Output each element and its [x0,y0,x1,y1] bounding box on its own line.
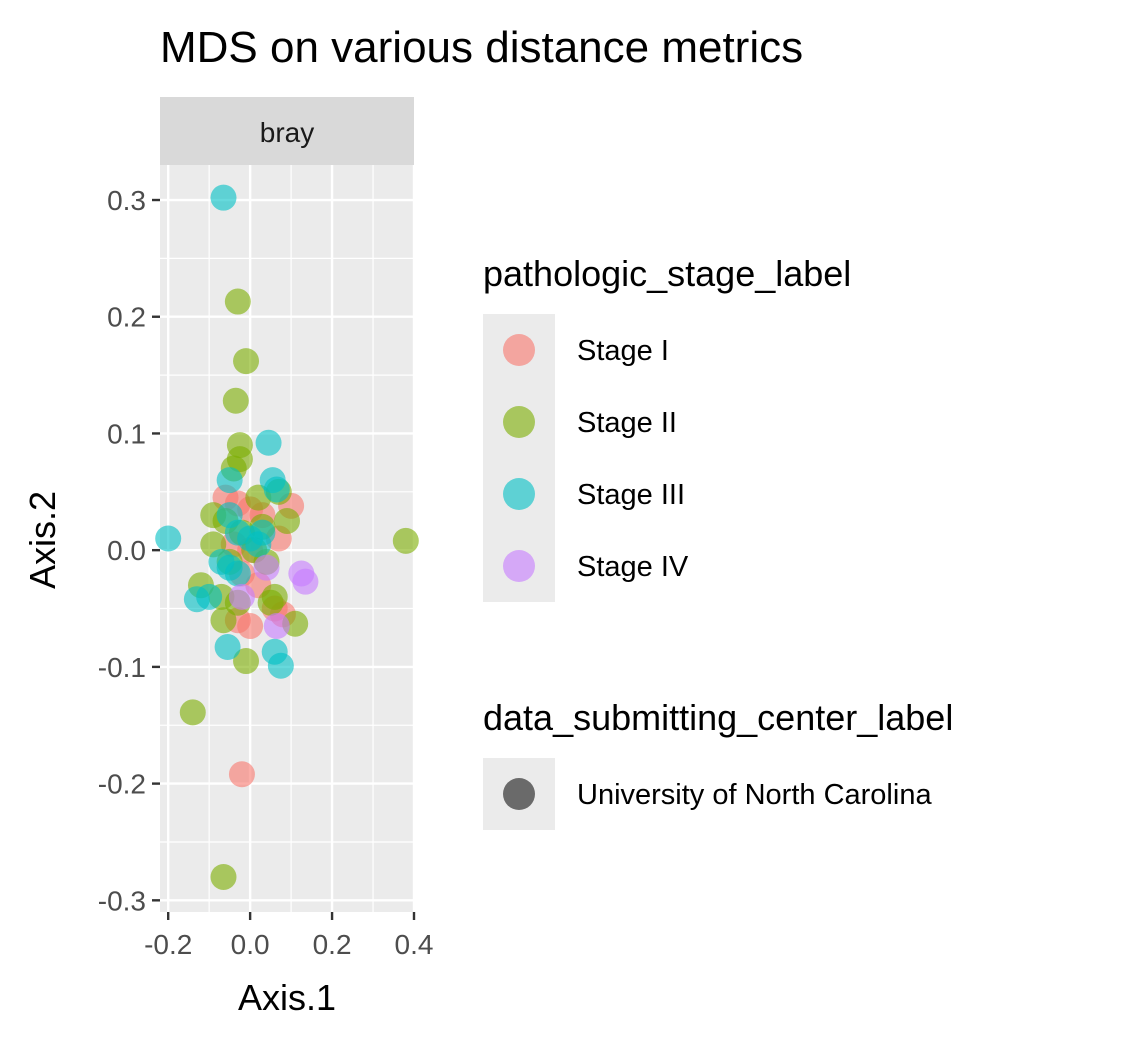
legend-stage-label: Stage IV [577,551,689,583]
point-stage-iv [263,613,290,640]
y-tick-label: -0.1 [98,652,146,683]
point-stage-iii [196,583,223,610]
legend-stage-label: Stage I [577,335,669,367]
point-stage-ii [224,288,251,315]
legend-center-title: data_submitting_center_label [483,697,953,738]
legend-stage-title: pathologic_stage_label [483,253,851,294]
point-stage-iii [255,429,282,456]
legend-stage-key [503,478,535,510]
legend-stage-key [503,550,535,582]
y-tick-label: 0.3 [107,185,146,216]
y-tick-label: -0.2 [98,769,146,800]
x-axis: -0.2 0.0 0.2 0.4 [144,912,433,960]
legend-stage-label: Stage III [577,479,685,511]
point-stage-iii [210,184,237,211]
y-axis: -0.3 -0.2 -0.1 0.0 0.1 0.2 0.3 [98,185,160,916]
point-stage-ii [257,589,284,616]
point-stage-ii [233,648,260,675]
legend-center-label: University of North Carolina [577,779,932,811]
legend-center-entries: University of North Carolina [503,778,932,811]
point-stage-iii [224,560,251,587]
point-stage-iv [292,568,319,595]
x-tick-label: 0.4 [395,929,434,960]
legend-stage-label: Stage II [577,407,677,439]
points-layer [155,184,419,890]
point-stage-ii [210,863,237,890]
legend-stage-entries: Stage I Stage II Stage III Stage IV [503,334,689,583]
point-stage-i [228,761,255,788]
x-axis-label: Axis.1 [238,977,336,1018]
x-tick-label: 0.0 [231,929,270,960]
point-stage-iii [214,634,241,661]
point-stage-iv [253,554,280,581]
point-stage-ii [274,507,300,534]
legend-stage-key [503,406,535,438]
chart-title: MDS on various distance metrics [160,23,803,72]
point-stage-iii [216,467,243,494]
y-tick-label: 0.2 [107,302,146,333]
point-stage-ii [179,699,206,726]
legend-stage-key [503,334,535,366]
point-stage-ii [222,387,249,414]
x-tick-label: -0.2 [144,929,192,960]
point-stage-iv [228,583,255,610]
y-axis-label: Axis.2 [22,491,63,589]
facet-strip [160,97,414,165]
legend-center-key [503,778,535,810]
point-stage-iii [245,531,272,558]
point-stage-ii [210,607,237,634]
y-tick-label: 0.1 [107,418,146,449]
x-tick-label: 0.2 [313,929,352,960]
point-stage-ii [392,527,419,554]
point-stage-iii [267,652,294,679]
point-stage-ii [233,348,260,375]
y-tick-label: 0.0 [107,535,146,566]
point-stage-iii [155,525,182,552]
facet-strip-label: bray [260,117,314,148]
point-stage-iii [263,476,290,503]
y-tick-label: -0.3 [98,885,146,916]
